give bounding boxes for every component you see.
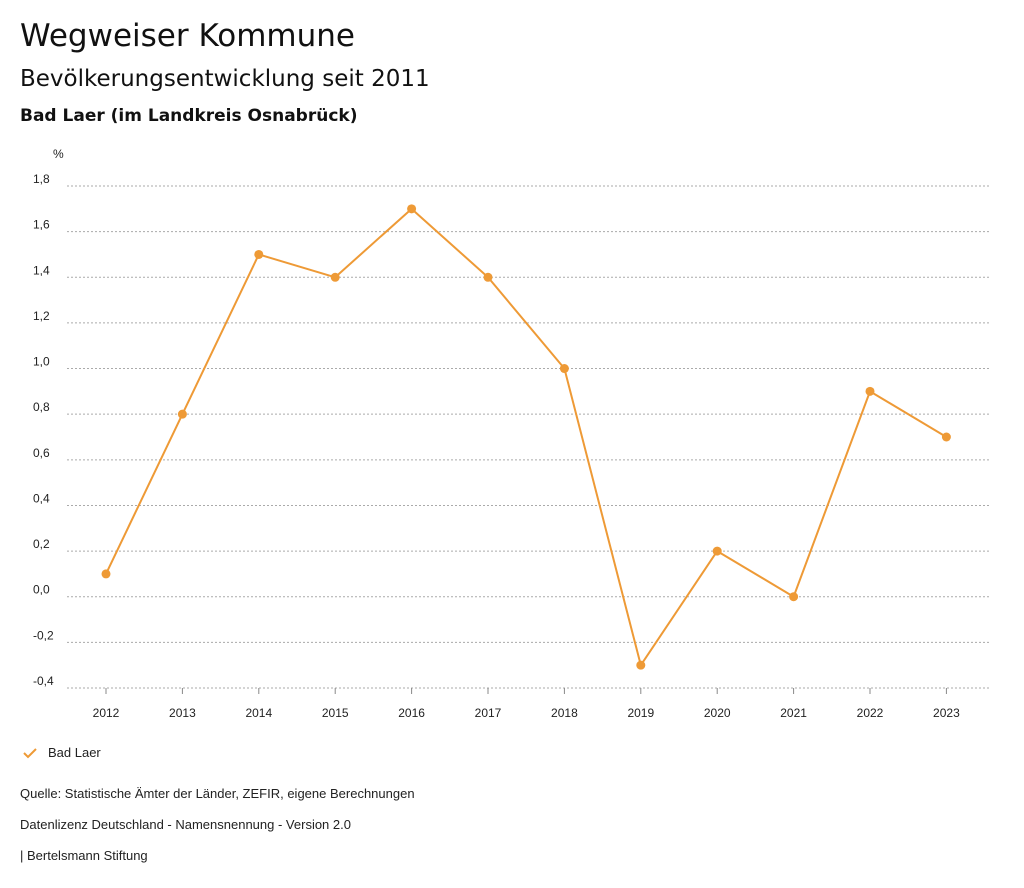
- series-bad-laer: [101, 204, 951, 670]
- page-title: Wegweiser Kommune: [20, 18, 355, 54]
- x-tick-label: 2016: [398, 706, 425, 720]
- y-tick-label: 0,6: [33, 446, 50, 460]
- data-point[interactable]: [712, 546, 722, 556]
- license-note: Datenlizenz Deutschland - Namensnennung …: [20, 817, 351, 832]
- y-tick-label: -0,2: [33, 628, 54, 642]
- y-tick-label: 0,4: [33, 491, 50, 505]
- data-point[interactable]: [865, 386, 875, 396]
- x-tick-label: 2018: [551, 706, 578, 720]
- y-tick-label: 1,2: [33, 309, 50, 323]
- data-point[interactable]: [789, 592, 799, 602]
- legend[interactable]: Bad Laer: [22, 745, 101, 760]
- x-tick-label: 2021: [780, 706, 807, 720]
- line-chart: % -0,4 -0,2 0,0 0,2 0,4 0,6 0,8 1,0 1,2 1,4 1,6 1,8…: [33, 147, 990, 720]
- data-point[interactable]: [941, 432, 951, 442]
- x-tick-label: 2017: [475, 706, 502, 720]
- check-icon: [23, 747, 37, 758]
- y-tick-label: -0,4: [33, 674, 54, 688]
- legend-label: Bad Laer: [48, 745, 101, 760]
- y-tick-label: 1,6: [33, 218, 50, 232]
- y-tick-label: 0,0: [33, 583, 50, 597]
- x-tick-label: 2019: [627, 706, 654, 720]
- x-tick-label: 2013: [169, 706, 196, 720]
- region-label: Bad Laer (im Landkreis Osnabrück): [20, 106, 358, 126]
- x-tick-label: 2023: [933, 706, 960, 720]
- data-point[interactable]: [407, 204, 417, 214]
- y-tick-label: 0,2: [33, 537, 50, 551]
- source-note: Quelle: Statistische Ämter der Länder, Z…: [20, 786, 415, 801]
- y-tick-label: 0,8: [33, 400, 50, 414]
- y-tick-label: 1,0: [33, 355, 50, 369]
- data-point[interactable]: [559, 364, 569, 374]
- y-tick-label: 1,4: [33, 263, 50, 277]
- x-tick-label: 2014: [245, 706, 272, 720]
- publisher-note: | Bertelsmann Stiftung: [20, 848, 148, 863]
- x-tick-label: 2020: [704, 706, 731, 720]
- y-axis-unit: %: [53, 147, 64, 161]
- data-point[interactable]: [177, 409, 187, 419]
- data-point[interactable]: [636, 660, 646, 670]
- y-tick-labels: -0,4 -0,2 0,0 0,2 0,4 0,6 0,8 1,0 1,2 1,4 1,6 1,8: [33, 172, 54, 688]
- x-tick-label: 2015: [322, 706, 349, 720]
- data-point[interactable]: [254, 249, 264, 259]
- y-tick-label: 1,8: [33, 172, 50, 186]
- x-tick-labels: 2012 2013 2014 2015 2016 2017 2018 2019 2020 2021…: [93, 688, 960, 720]
- x-tick-label: 2022: [857, 706, 884, 720]
- series-line: [105, 207, 947, 667]
- x-tick-label: 2012: [93, 706, 120, 720]
- data-point[interactable]: [330, 272, 340, 282]
- grid-lines: [67, 185, 990, 689]
- data-point[interactable]: [483, 272, 493, 282]
- chart-subtitle: Bevölkerungsentwicklung seit 2011: [20, 66, 430, 92]
- data-point[interactable]: [101, 569, 111, 579]
